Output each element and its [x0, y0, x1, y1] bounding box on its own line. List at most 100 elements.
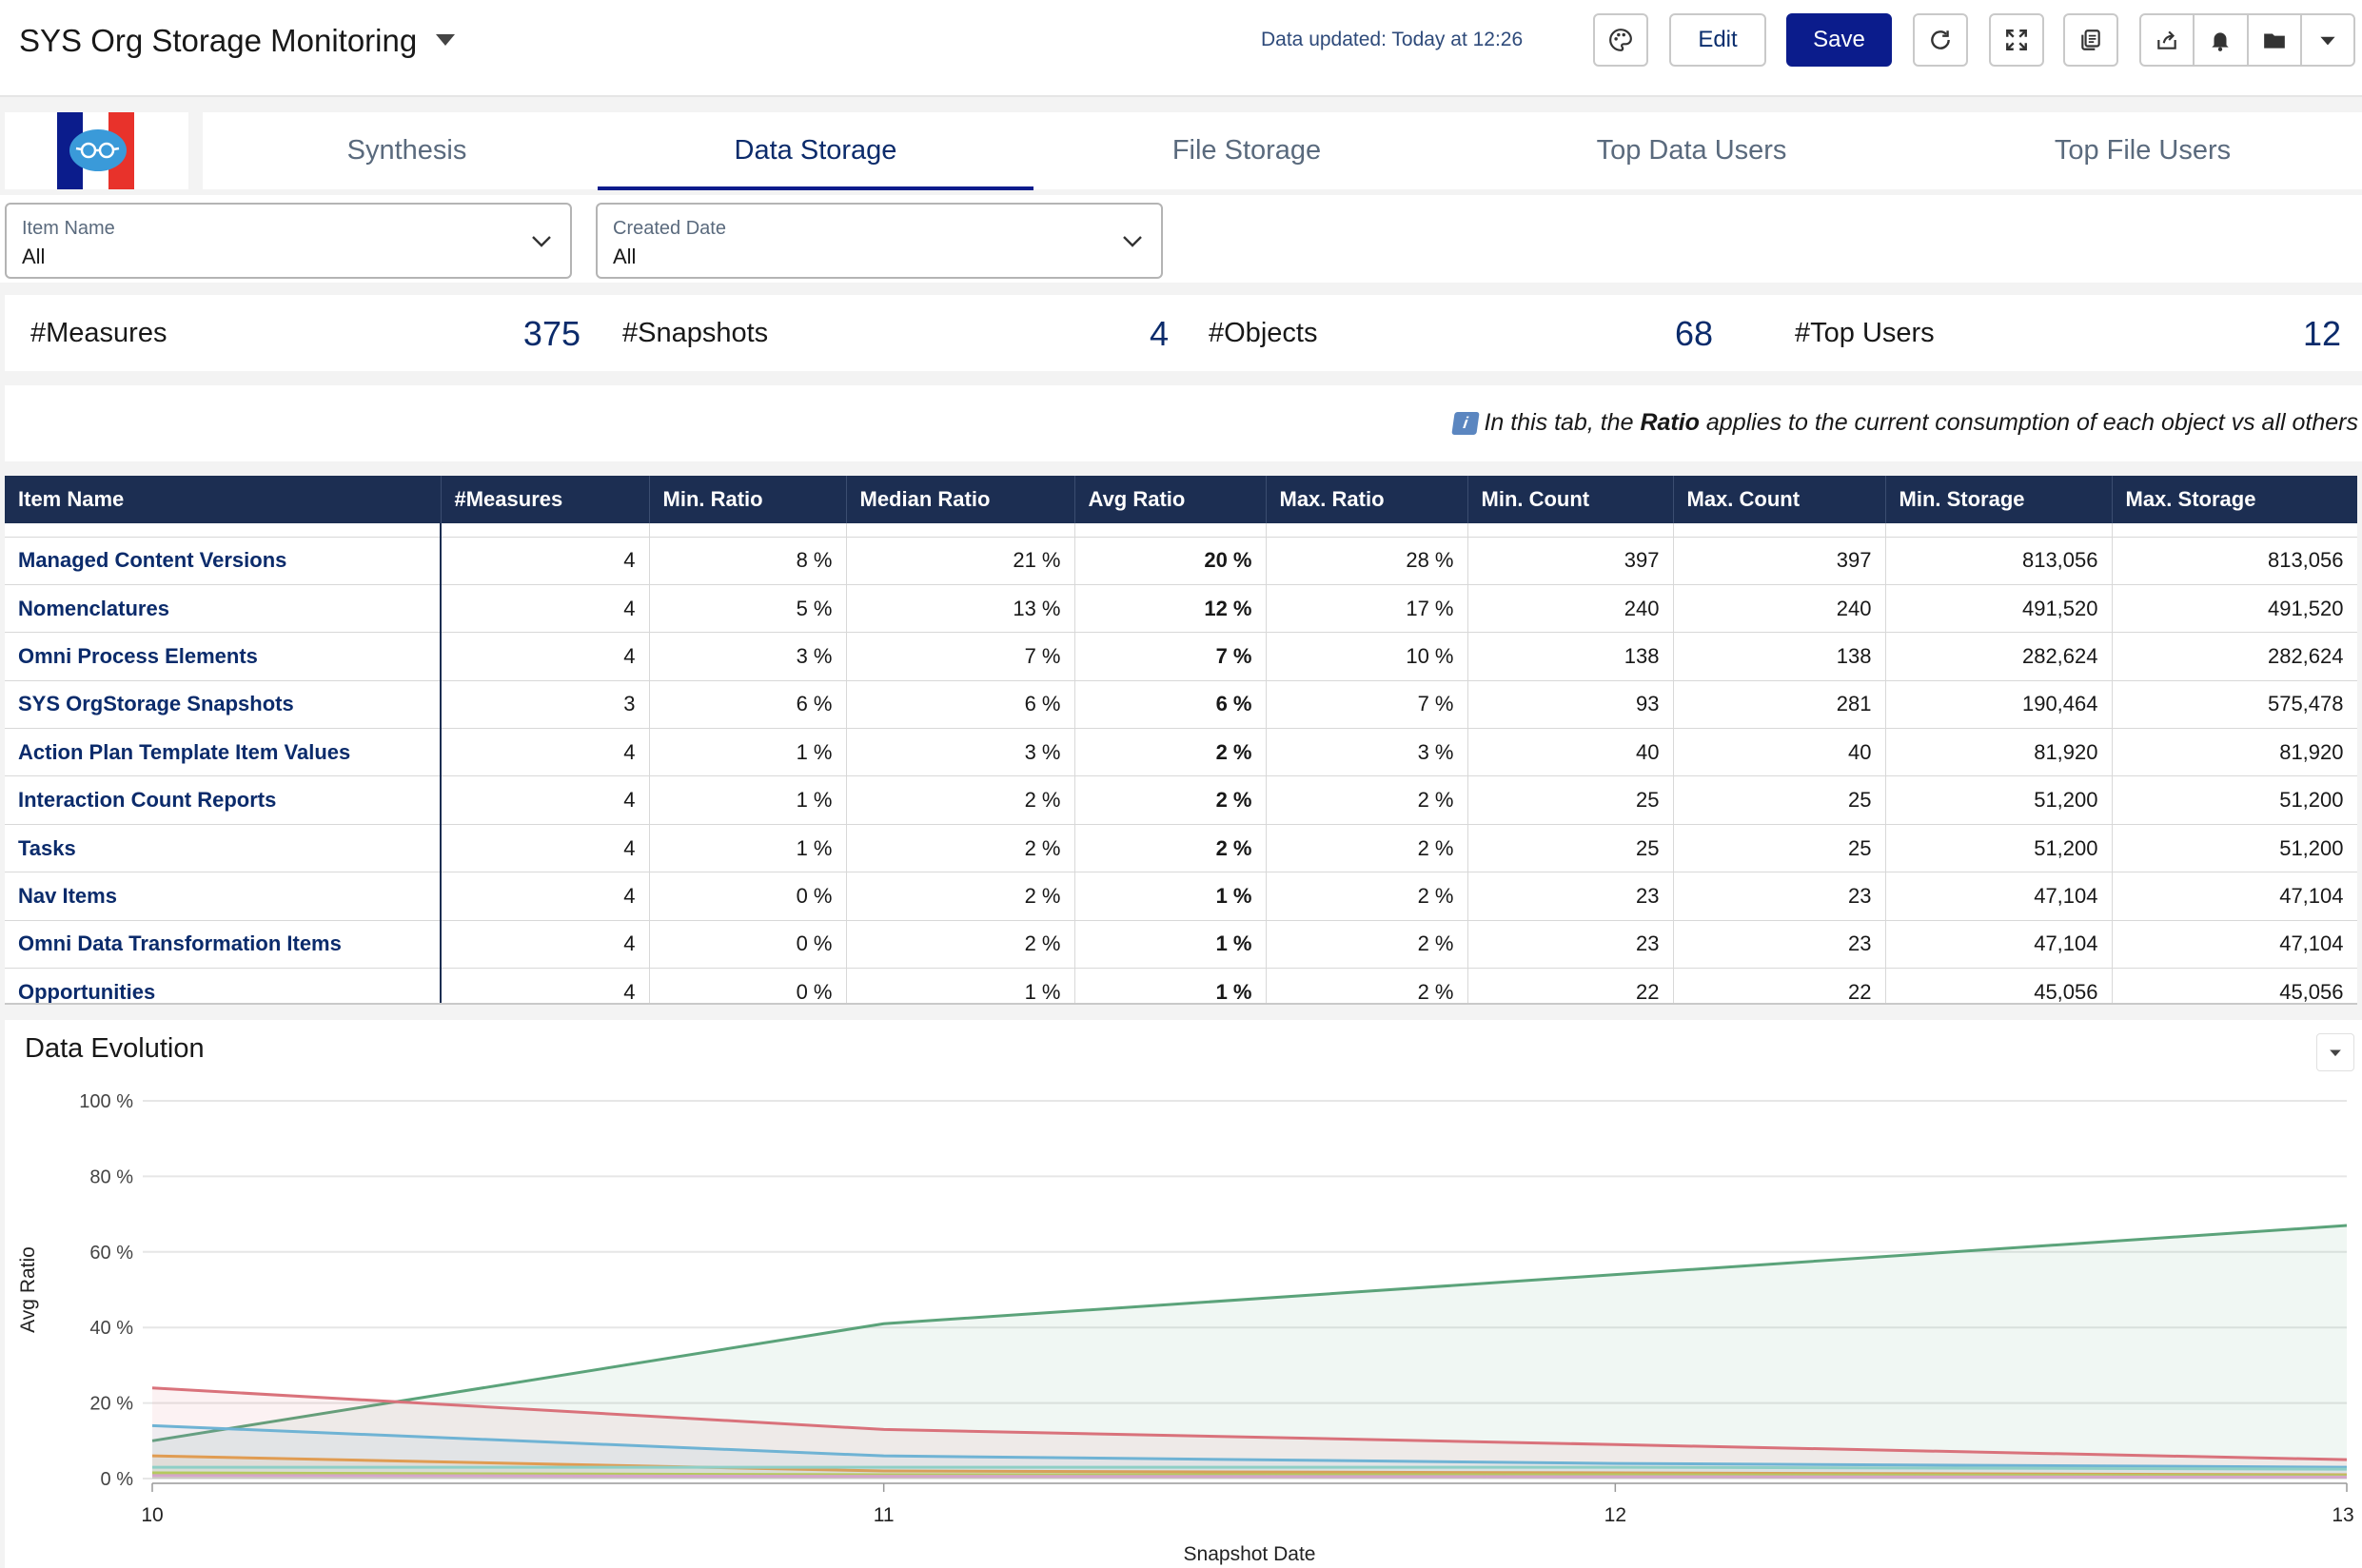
table-cell: 51,200: [2112, 775, 2357, 825]
logo-container: [5, 112, 188, 189]
table-header-row: Item Name #Measures Min. Ratio Median Ratio…: [5, 476, 2357, 523]
table-cell: 23: [1673, 920, 1886, 970]
table-row[interactable]: Omni Process Elements 4 3 % 7 % 7 % 10 % 138 13…: [5, 632, 2357, 681]
item-name-filter[interactable]: Item Name All: [5, 203, 572, 279]
chevron-down-icon: [532, 236, 551, 247]
series-line-5: [151, 1471, 2348, 1478]
table-cell: 7 %: [1074, 632, 1267, 681]
refresh-button[interactable]: [1913, 13, 1968, 67]
table-cell: 4: [441, 537, 650, 585]
table-cell: 81,920: [1885, 728, 2113, 777]
table-cell: 47,104: [2112, 920, 2357, 970]
table-cell: 40: [1467, 728, 1674, 777]
tab-file-storage[interactable]: File Storage: [1171, 135, 1322, 166]
share-button[interactable]: [2141, 15, 2195, 65]
table-row[interactable]: Interaction Count Reports 4 1 % 2 % 2 % 2 % 25…: [5, 775, 2357, 825]
table-cell: 1 %: [846, 968, 1075, 1003]
column-header[interactable]: Max. Ratio: [1266, 476, 1468, 523]
series-area-0: [152, 1225, 2347, 1479]
caret-down-icon: [2330, 1049, 2341, 1057]
table-row[interactable]: Tasks 4 1 % 2 % 2 % 2 % 25 25 51,200 51,200: [5, 824, 2357, 873]
edit-button[interactable]: Edit: [1669, 13, 1766, 67]
table-cell: 20 %: [1074, 537, 1267, 585]
table-cell: 138: [1467, 632, 1674, 681]
table-cell: 13 %: [846, 584, 1075, 634]
column-header[interactable]: Min. Ratio: [649, 476, 847, 523]
column-header[interactable]: Max. Count: [1673, 476, 1886, 523]
data-table[interactable]: Item Name #Measures Min. Ratio Median Ratio…: [5, 476, 2357, 1005]
table-cell: 2 %: [846, 920, 1075, 970]
series-line-2: [151, 1423, 2348, 1469]
info-icon: i: [1451, 411, 1481, 435]
filter-label: Created Date: [613, 218, 726, 239]
chevron-down-icon: [1123, 236, 1142, 247]
table-cell: 397: [1673, 537, 1886, 585]
tab-data-storage[interactable]: Data Storage: [734, 135, 897, 166]
y-tick-label: 20 %: [89, 1394, 133, 1415]
column-header[interactable]: Min. Count: [1467, 476, 1674, 523]
table-cell: 22: [1673, 968, 1886, 1003]
column-header[interactable]: Median Ratio: [846, 476, 1075, 523]
y-tick-label: 40 %: [89, 1318, 133, 1339]
info-bar: [5, 385, 2362, 461]
column-header[interactable]: Avg Ratio: [1074, 476, 1267, 523]
clone-button[interactable]: [2063, 13, 2118, 67]
theme-button[interactable]: [1593, 13, 1648, 67]
share-icon: [2157, 30, 2176, 49]
kpi-bar: [5, 295, 2362, 371]
table-row[interactable]: Nav Items 4 0 % 2 % 1 % 2 % 23 23 47,104 47,104: [5, 872, 2357, 921]
table-cell: 813,056: [2112, 537, 2357, 585]
table-cell: Action Plan Template Item Values: [5, 728, 442, 777]
table-cell: 3 %: [1266, 728, 1468, 777]
table-row[interactable]: Opportunities 4 0 % 1 % 1 % 2 % 22 22 45,056 45,0…: [5, 968, 2357, 1003]
table-cell: 4: [441, 728, 650, 777]
x-tick-label: 10: [141, 1504, 163, 1526]
column-header[interactable]: #Measures: [441, 476, 650, 523]
table-cell: 93: [1467, 680, 1674, 730]
save-button[interactable]: Save: [1786, 13, 1892, 67]
table-cell: 5 %: [649, 584, 847, 634]
column-header[interactable]: Min. Storage: [1885, 476, 2113, 523]
folder-icon: [2263, 33, 2285, 49]
table-cell: 7 %: [1266, 680, 1468, 730]
more-actions-button[interactable]: [2302, 15, 2353, 65]
subscribe-button[interactable]: [2195, 15, 2249, 65]
column-header[interactable]: Max. Storage: [2112, 476, 2357, 523]
x-tick-label: 12: [1604, 1504, 1626, 1526]
tab-top-file-users[interactable]: Top File Users: [2054, 135, 2232, 166]
table-cell: 2 %: [1266, 920, 1468, 970]
table-row[interactable]: Nomenclatures 4 5 % 13 % 12 % 17 % 240 240 491,5…: [5, 584, 2357, 634]
table-cell: 51,200: [1885, 775, 2113, 825]
copy-icon: [2081, 29, 2100, 50]
table-row[interactable]: SYS OrgStorage Snapshots 3 6 % 6 % 6 % 7 % 93 2…: [5, 680, 2357, 730]
table-row[interactable]: Managed Content Versions 4 8 % 21 % 20 % 28 %…: [5, 537, 2357, 585]
created-date-filter[interactable]: Created Date All: [596, 203, 1163, 279]
table-row[interactable]: Omni Data Transformation Items 4 0 % 2 % 1 %…: [5, 920, 2357, 970]
table-cell: 23: [1673, 872, 1886, 921]
y-axis-label: Avg Ratio: [17, 1246, 39, 1333]
table-cell: 2 %: [846, 824, 1075, 873]
tab-synthesis[interactable]: Synthesis: [346, 135, 467, 166]
tab-top-data-users[interactable]: Top Data Users: [1596, 135, 1787, 166]
table-cell: 45,056: [2112, 968, 2357, 1003]
table-cell: 2 %: [1266, 872, 1468, 921]
table-cell: 0 %: [649, 872, 847, 921]
kpi-top-users-value: 12: [2302, 314, 2341, 353]
table-cell: Omni Data Transformation Items: [5, 920, 442, 970]
table-cell: 4: [441, 824, 650, 873]
column-header[interactable]: Item Name: [5, 476, 442, 523]
table-cell: 17 %: [1266, 584, 1468, 634]
table-cell: 4: [441, 920, 650, 970]
table-row[interactable]: Action Plan Template Item Values 4 1 % 3 % 2…: [5, 728, 2357, 777]
palette-icon: [1609, 29, 1632, 51]
table-cell: 813,056: [1885, 537, 2113, 585]
chart-menu-button[interactable]: [2316, 1033, 2354, 1071]
title-dropdown-icon[interactable]: [436, 34, 455, 46]
table-cell: 2 %: [1074, 824, 1267, 873]
kpi-objects-label: #Objects: [1209, 318, 1318, 348]
fullscreen-button[interactable]: [1989, 13, 2044, 67]
folder-button[interactable]: [2249, 15, 2302, 65]
data-evolution-chart[interactable]: 0 % 20 % 40 % 60 % 80 % 100 % 10 11 12 13 Snapshot…: [0, 1075, 2362, 1568]
table-cell: 1 %: [1074, 872, 1267, 921]
table-cell: 25: [1467, 824, 1674, 873]
